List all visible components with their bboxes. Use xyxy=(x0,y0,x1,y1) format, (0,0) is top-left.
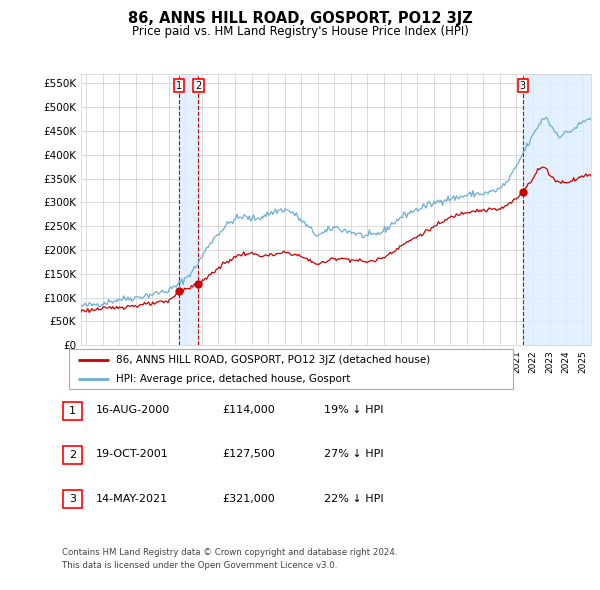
Text: 1: 1 xyxy=(69,406,76,415)
Text: Price paid vs. HM Land Registry's House Price Index (HPI): Price paid vs. HM Land Registry's House … xyxy=(131,25,469,38)
Text: 19-OCT-2001: 19-OCT-2001 xyxy=(96,450,169,459)
FancyBboxPatch shape xyxy=(63,446,82,464)
Text: 86, ANNS HILL ROAD, GOSPORT, PO12 3JZ: 86, ANNS HILL ROAD, GOSPORT, PO12 3JZ xyxy=(128,11,472,25)
Text: Contains HM Land Registry data © Crown copyright and database right 2024.: Contains HM Land Registry data © Crown c… xyxy=(62,548,397,556)
FancyBboxPatch shape xyxy=(69,349,513,389)
FancyBboxPatch shape xyxy=(63,490,82,508)
FancyBboxPatch shape xyxy=(63,402,82,419)
Text: £321,000: £321,000 xyxy=(222,494,275,503)
Text: 2: 2 xyxy=(196,80,202,90)
Text: 3: 3 xyxy=(520,80,526,90)
Bar xyxy=(523,74,591,345)
Text: 1: 1 xyxy=(176,80,182,90)
Text: 22% ↓ HPI: 22% ↓ HPI xyxy=(324,494,383,503)
Text: 19% ↓ HPI: 19% ↓ HPI xyxy=(324,405,383,415)
Text: £114,000: £114,000 xyxy=(222,405,275,415)
Text: 14-MAY-2021: 14-MAY-2021 xyxy=(96,494,168,503)
Text: 27% ↓ HPI: 27% ↓ HPI xyxy=(324,450,383,459)
Text: 16-AUG-2000: 16-AUG-2000 xyxy=(96,405,170,415)
Text: 2: 2 xyxy=(69,450,76,460)
Text: £127,500: £127,500 xyxy=(222,450,275,459)
Bar xyxy=(179,74,199,345)
Text: This data is licensed under the Open Government Licence v3.0.: This data is licensed under the Open Gov… xyxy=(62,560,337,569)
Text: HPI: Average price, detached house, Gosport: HPI: Average price, detached house, Gosp… xyxy=(116,373,350,384)
Text: 3: 3 xyxy=(69,494,76,504)
Text: 86, ANNS HILL ROAD, GOSPORT, PO12 3JZ (detached house): 86, ANNS HILL ROAD, GOSPORT, PO12 3JZ (d… xyxy=(116,355,430,365)
